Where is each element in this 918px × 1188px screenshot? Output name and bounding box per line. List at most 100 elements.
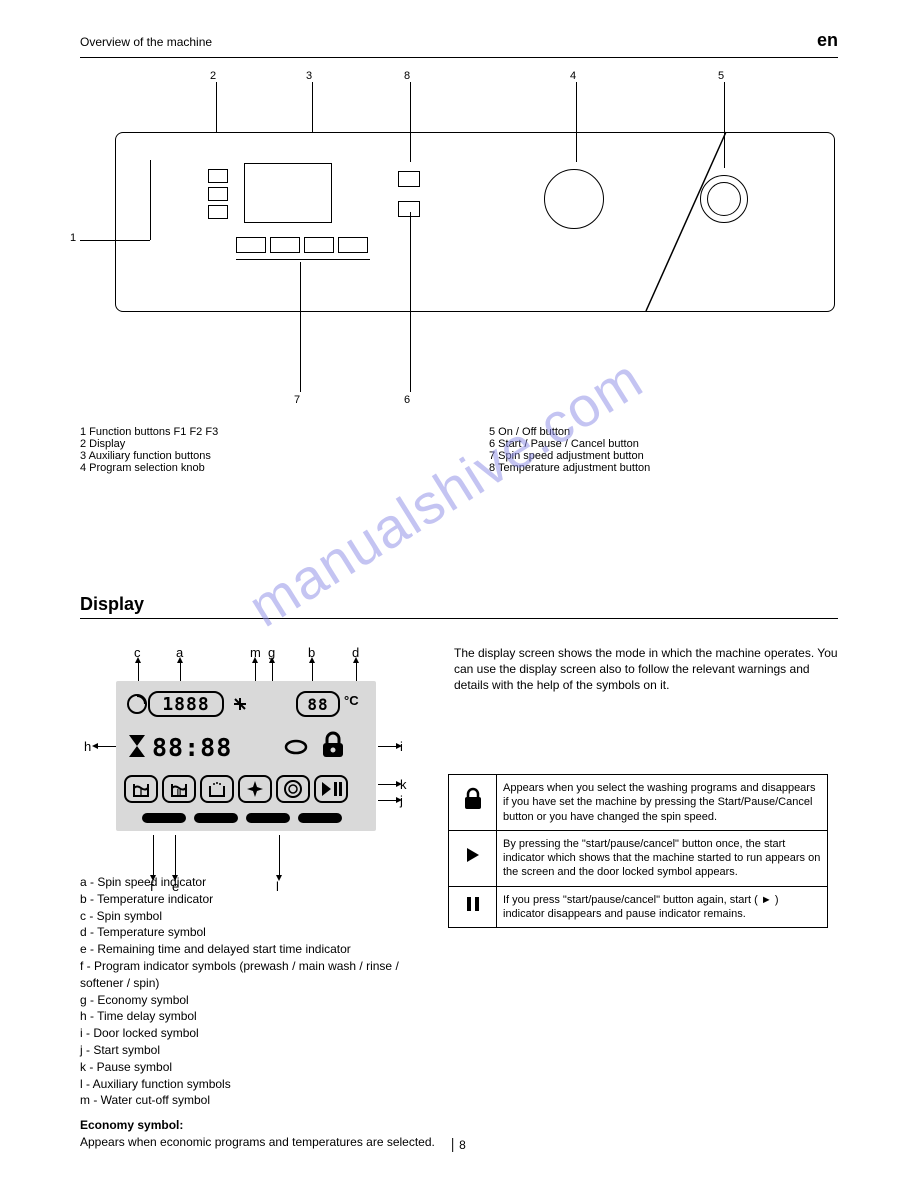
function-button xyxy=(208,205,228,219)
softener-icon xyxy=(238,775,272,803)
rinse-icon xyxy=(200,775,234,803)
function-button xyxy=(208,187,228,201)
arrow-icon xyxy=(98,746,116,747)
panel-curve xyxy=(636,132,836,312)
button-row-underline xyxy=(236,259,370,260)
temp-unit: °C xyxy=(344,693,359,708)
label-num: 7 xyxy=(294,394,300,406)
letter-h: h xyxy=(84,739,91,754)
legend-line: g - Economy symbol xyxy=(80,992,440,1009)
eco-icon xyxy=(284,739,308,755)
function-button xyxy=(208,169,228,183)
legend-line: m - Water cut-off symbol xyxy=(80,1092,440,1109)
page-header: Overview of the machine en xyxy=(80,30,838,58)
table-symbol-lock xyxy=(449,775,497,831)
small-button xyxy=(236,237,266,253)
legend-item: 3 Auxiliary function buttons xyxy=(80,450,429,462)
prewash-icon: I xyxy=(124,775,158,803)
legend-line: f - Program indicator symbols (prewash /… xyxy=(80,958,440,992)
legend-item: 2 Display xyxy=(80,438,429,450)
econ-desc: Appears when economic programs and tempe… xyxy=(80,1134,440,1151)
aux-bar xyxy=(246,813,290,823)
label-num: 5 xyxy=(718,70,724,82)
arrow-icon xyxy=(255,663,256,683)
table-row: If you press "start/pause/cancel" button… xyxy=(449,886,828,928)
table-symbol-pause xyxy=(449,886,497,928)
spin-icon xyxy=(126,693,148,715)
aux-bar xyxy=(298,813,342,823)
arrow-icon xyxy=(378,746,396,747)
label-num: 3 xyxy=(306,70,312,82)
aux-bar xyxy=(194,813,238,823)
legend-line: d - Temperature symbol xyxy=(80,924,440,941)
small-button xyxy=(304,237,334,253)
label-num: 1 xyxy=(70,232,76,244)
status-table: Appears when you select the washing prog… xyxy=(448,774,828,928)
label-num: 6 xyxy=(404,394,410,406)
legend-line: c - Spin symbol xyxy=(80,908,440,925)
arrow-icon xyxy=(272,663,273,683)
legend-item: 6 Start / Pause / Cancel button xyxy=(489,438,838,450)
start-pause-icon xyxy=(314,775,348,803)
legend-line: j - Start symbol xyxy=(80,1042,440,1059)
aux-button xyxy=(398,201,420,217)
display-legend: a - Spin speed indicator b - Temperature… xyxy=(80,874,440,1151)
time-value: 88:88 xyxy=(152,733,232,762)
table-text: Appears when you select the washing prog… xyxy=(497,775,828,831)
legend-item: 5 On / Off button xyxy=(489,426,838,438)
svg-text:I: I xyxy=(140,787,143,797)
legend-item: 8 Temperature adjustment button xyxy=(489,462,838,474)
lcd-screen: 1888 88 °C 88:88 I II xyxy=(116,681,376,831)
label-num: 4 xyxy=(570,70,576,82)
arrow-icon xyxy=(175,835,176,875)
table-row: Appears when you select the washing prog… xyxy=(449,775,828,831)
stage-row: I II xyxy=(124,775,348,803)
section-rule xyxy=(80,618,838,619)
page-number: 8 xyxy=(452,1138,466,1152)
small-button xyxy=(338,237,368,253)
aux-bar xyxy=(142,813,186,823)
panel-outline xyxy=(115,132,835,312)
arrow-icon xyxy=(378,800,396,801)
spin-stage-icon xyxy=(276,775,310,803)
arrow-icon xyxy=(279,835,280,875)
tap-off-icon xyxy=(232,695,250,713)
legend-item: 7 Spin speed adjustment button xyxy=(489,450,838,462)
display-intro: The display screen shows the mode in whi… xyxy=(454,645,838,700)
lead-line xyxy=(312,82,313,132)
panel-legend: 1 Function buttons F1 F2 F3 2 Display 3 … xyxy=(80,426,838,474)
table-row: By pressing the "start/pause/cancel" but… xyxy=(449,830,828,886)
legend-line: h - Time delay symbol xyxy=(80,1008,440,1025)
small-button xyxy=(270,237,300,253)
label-num: 8 xyxy=(404,70,410,82)
display-rect xyxy=(244,163,332,223)
legend-line: b - Temperature indicator xyxy=(80,891,440,908)
arrow-icon xyxy=(138,663,139,683)
legend-line: e - Remaining time and delayed start tim… xyxy=(80,941,440,958)
legend-line: i - Door locked symbol xyxy=(80,1025,440,1042)
program-knob xyxy=(544,169,604,229)
legend-line: a - Spin speed indicator xyxy=(80,874,440,891)
mainwash-icon: II xyxy=(162,775,196,803)
spin-value: 1888 xyxy=(150,693,222,717)
legend-line: k - Pause symbol xyxy=(80,1059,440,1076)
display-section-title: Display xyxy=(80,594,838,615)
econ-note: Economy symbol: xyxy=(80,1118,183,1132)
control-panel-diagram: 2 3 8 4 5 1 7 6 xyxy=(80,82,838,392)
aux-button-row xyxy=(236,237,368,253)
spin-value-box: 1888 xyxy=(148,691,224,717)
header-left: Overview of the machine xyxy=(80,35,212,49)
arrow-icon xyxy=(356,663,357,683)
svg-text:II: II xyxy=(177,788,181,797)
legend-item: 4 Program selection knob xyxy=(80,462,429,474)
hourglass-icon xyxy=(126,733,148,759)
arrow-icon xyxy=(180,663,181,683)
lead-line xyxy=(216,82,217,132)
aux-bars xyxy=(142,813,342,823)
legend-line: l - Auxiliary function symbols xyxy=(80,1076,440,1093)
label-num: 2 xyxy=(210,70,216,82)
arrow-icon xyxy=(312,663,313,683)
temp-value-box: 88 xyxy=(296,691,340,717)
table-text: By pressing the "start/pause/cancel" but… xyxy=(497,830,828,886)
arrow-icon xyxy=(378,784,396,785)
